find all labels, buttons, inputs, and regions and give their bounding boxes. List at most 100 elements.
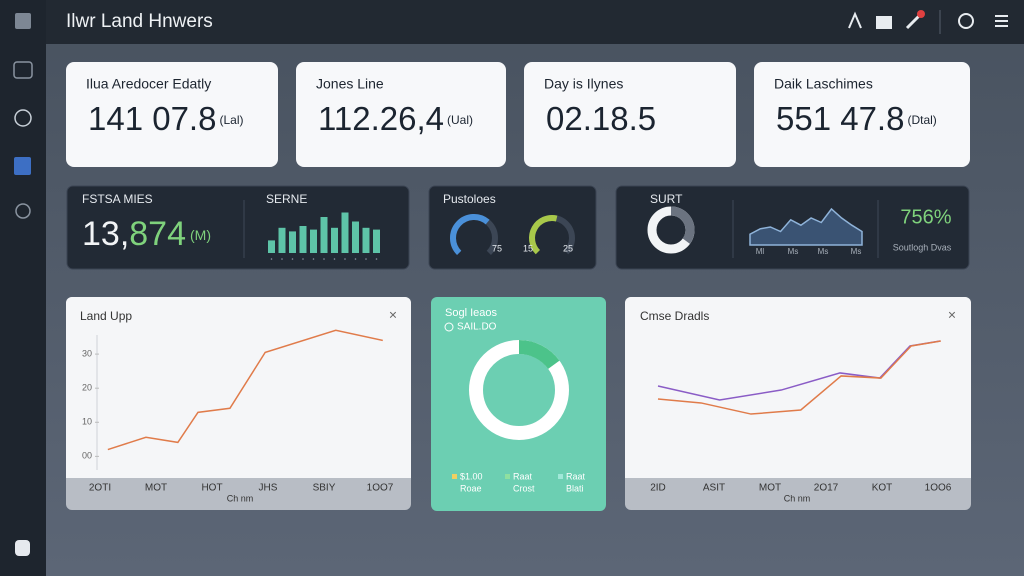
chart-title: Land Upp [80,309,132,323]
x-tick-label: HOT [201,483,222,494]
notification-dot [917,10,925,18]
header-icon[interactable] [958,13,974,29]
nav-icon[interactable] [15,203,31,219]
line [657,340,941,415]
gauge-label: 15 [523,243,533,253]
kpi-number: 02.18.5 [546,100,656,137]
gauge-value [450,214,490,255]
menu-icon[interactable] [995,15,1008,27]
kpi-unit: (Dtal) [907,113,936,127]
kpi-number: 141 07.8 [88,100,216,137]
donut-segment [469,340,569,440]
bar [352,221,359,253]
tick-dot [291,258,294,260]
caption: Soutlogh Dvas [893,242,952,252]
legend-text: Raat [513,471,533,481]
donut-segment [647,206,695,254]
gauge-label: 25 [563,243,573,253]
y-tick-label: 30 [82,348,92,358]
tick-dot [281,258,283,260]
y-tick-label: 20 [82,383,92,393]
kpi-label: Ilua Aredocer Edatly [86,76,211,92]
share-card [431,297,606,511]
x-tick-label: JHS [259,483,278,494]
bar [331,227,338,253]
plot-area [625,297,971,478]
panel-title: Pustoloes [443,192,496,206]
header-icon[interactable] [848,11,862,29]
x-tick-label: KOT [872,483,893,494]
bar [362,227,370,253]
kpi-card [754,62,970,167]
app-icon[interactable] [15,13,31,29]
bar [278,227,286,253]
value-unit: (M) [190,227,211,243]
panel-label: FSTSA MIES [82,192,153,206]
area-label: Ms [788,247,799,256]
kpi-unit: (Ual) [447,113,473,127]
card-subtitle: SAIL.DO [457,322,497,333]
bar [299,226,307,253]
nav-icon[interactable] [13,61,33,79]
bar [341,212,349,253]
legend-text: Blati [566,483,584,493]
tick-dot [323,258,325,260]
line [107,329,383,451]
kpi-card [296,62,506,167]
kpi-label: Jones Line [316,76,384,92]
bar [310,229,317,253]
bar [373,229,380,253]
x-tick-label: 2ID [650,483,666,494]
area-label: Ms [851,247,862,256]
chart-title: SERNE [266,192,307,206]
legend-text: Roae [460,483,482,493]
x-tick-label: MOT [145,483,167,494]
tick-dot [354,258,357,260]
kpi-label: Day is Ilynes [544,76,623,92]
area [749,207,863,246]
x-tick-label: ASIT [703,483,725,494]
legend-swatch [505,474,510,479]
header-icon[interactable] [876,16,892,29]
bar [320,217,328,253]
x-axis-label: Ch nm [227,493,254,503]
top-bar [0,0,1024,44]
tick-dot [344,258,346,260]
y-tick-label: 00 [82,451,92,461]
percent: 756% [900,206,951,228]
legend-text: Crost [513,483,535,493]
x-tick-label: SBIY [313,483,336,494]
panel-title: SURT [650,192,683,206]
panel [428,185,597,270]
kpi-unit: (Lal) [219,113,243,127]
value-accent: 874 [129,215,186,253]
kpi-row: Ilua Aredocer Edatly 141 07.8 (Lal) Jones L… [66,62,970,167]
sidebar [0,0,46,576]
kpi-value: 02.18.5 [546,100,656,137]
kpi-value: 551 47.8 (Dtal) [776,100,937,137]
nav-icon-active[interactable] [14,157,31,175]
tick-dot [365,258,367,260]
gauge-label: 75 [492,243,502,253]
close-button[interactable]: × [948,307,956,323]
user-icon[interactable] [15,540,30,556]
card-title: Sogl Ieaos [445,307,497,319]
kpi-value: 141 07.8 (Lal) [88,100,243,137]
kpi-value: 112.26,4 (Ual) [318,100,473,137]
x-tick-label: 2O17 [814,483,839,494]
x-tick-label: 1OO6 [925,483,952,494]
sales-value: 13,874 (M) [82,215,211,253]
chart-title: Cmse Dradls [640,309,709,323]
legend-text: $1.00 [460,471,483,481]
bar [268,240,275,253]
nav-icon[interactable] [14,109,32,127]
x-axis-label: Ch nm [784,493,811,503]
kpi-label: Daik Laschimes [774,76,873,92]
close-button[interactable]: × [389,307,397,323]
gauge-value [529,215,558,255]
icon [444,322,454,332]
kpi-card [524,62,736,167]
kpi-number: 112.26,4 [318,100,444,137]
